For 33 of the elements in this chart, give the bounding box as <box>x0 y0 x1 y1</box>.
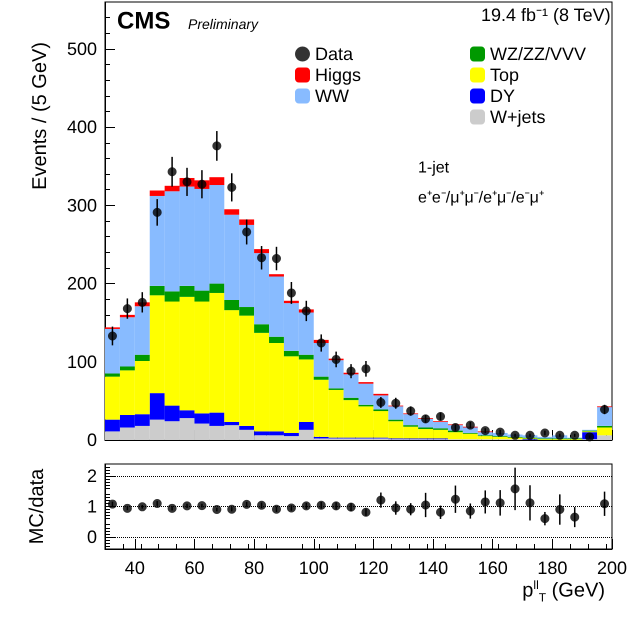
x-tick-label: 180 <box>537 558 568 578</box>
y-tick-label: 300 <box>66 195 97 216</box>
x-tick-label: 120 <box>358 558 388 578</box>
x-tick-label: 100 <box>298 558 329 578</box>
y-axis-title: Events / (5 GeV) <box>29 42 51 190</box>
chart-title: CMS <box>117 8 170 34</box>
y-tick-label: 2 <box>86 466 97 486</box>
y-tick-label: 400 <box>66 117 97 138</box>
legend-label: W+jets <box>490 107 546 127</box>
y-tick-label: 0 <box>86 526 97 547</box>
legend-label: WZ/ZZ/VVV <box>490 44 586 64</box>
legend-label: Data <box>315 44 354 64</box>
x-tick-label: 80 <box>244 558 264 578</box>
legend-label: Top <box>490 65 520 85</box>
y-tick-label: 0 <box>86 430 97 450</box>
text: Preliminary <box>188 16 260 32</box>
x-tick-label: 140 <box>418 558 448 578</box>
legend-label: WW <box>315 86 349 106</box>
x-tick-label: 40 <box>124 558 145 578</box>
annotation: 19.4 fb⁻¹ (8 TeV) <box>480 5 611 25</box>
x-tick-label: 200 <box>596 558 628 578</box>
annotation: e⁺e⁻/μ⁺μ⁻/e⁺μ⁻/e⁻μ⁺ <box>418 190 544 206</box>
y-axis-title: MC/data <box>26 468 48 544</box>
legend-label: Higgs <box>315 65 362 85</box>
x-tick-label: 160 <box>478 558 508 578</box>
annotation: 1-jet <box>418 160 450 176</box>
legend-label: DY <box>490 86 516 106</box>
x-axis-title: p$^{ll}$$_{T}$ (GeV) <box>522 578 605 605</box>
y-tick-label: 200 <box>66 274 97 294</box>
y-tick-label: 1 <box>86 496 97 516</box>
y-tick-label: 500 <box>66 38 97 59</box>
y-tick-label: 100 <box>66 352 97 372</box>
x-tick-label: 60 <box>184 558 204 578</box>
